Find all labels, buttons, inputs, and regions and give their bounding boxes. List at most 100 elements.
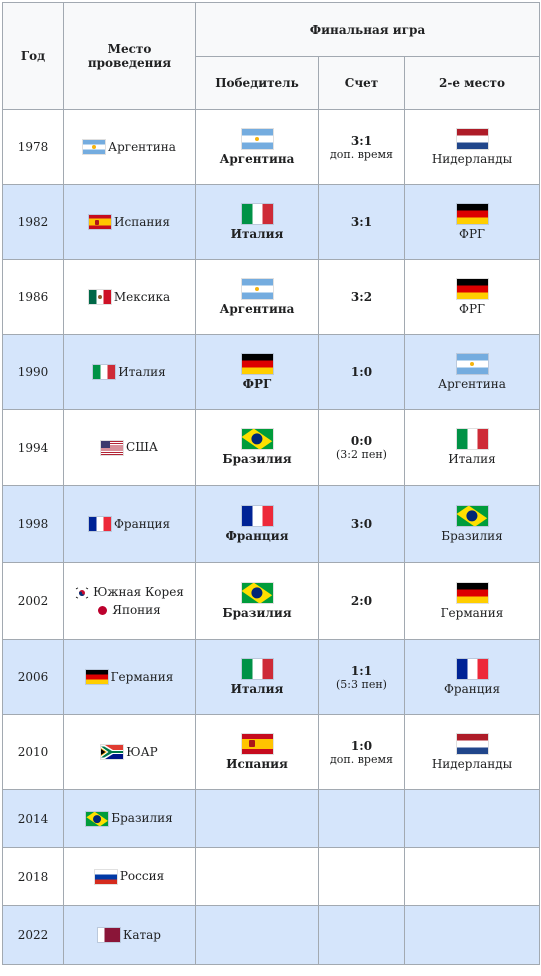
- host-cell: Франция: [63, 485, 196, 563]
- runner-link[interactable]: Италия: [448, 452, 496, 466]
- host-link[interactable]: Франция: [113, 516, 171, 531]
- table-row: 1994 США Бразилия 0:0 (3:2 пен) Италия: [2, 409, 540, 486]
- runner-cell: Нидерланды: [404, 109, 540, 185]
- table-row: 1986 Мексика Аргентина 3:2 ФРГ: [2, 259, 540, 335]
- argentina-flag-icon: [456, 353, 488, 374]
- winner-link[interactable]: Бразилия: [222, 605, 292, 620]
- host-link[interactable]: Южная Корея: [93, 585, 184, 599]
- runner-cell: [404, 847, 540, 906]
- spain-flag-icon: [241, 733, 273, 754]
- host-link[interactable]: Россия: [119, 869, 165, 884]
- score-value: 1:0: [350, 738, 373, 753]
- spain-flag-icon: [89, 215, 112, 230]
- host-link[interactable]: Аргентина: [108, 139, 176, 154]
- host-link[interactable]: Испания: [114, 214, 170, 229]
- runner-link[interactable]: Аргентина: [438, 376, 506, 391]
- score-note: доп. время: [330, 752, 393, 766]
- germany-flag-icon: [85, 670, 108, 685]
- table-row: 1998 Франция Франция 3:0 Бразилия: [2, 485, 540, 563]
- winner-link[interactable]: Испания: [226, 756, 288, 771]
- runner-link[interactable]: Нидерланды: [431, 151, 513, 166]
- host-link[interactable]: Катар: [123, 927, 161, 942]
- header-winner: Победитель: [195, 56, 319, 110]
- runner-link[interactable]: Бразилия: [441, 528, 503, 543]
- host-link[interactable]: Мексика: [113, 289, 171, 304]
- host-link[interactable]: Италия: [118, 364, 166, 379]
- host-link[interactable]: Германия: [110, 669, 174, 684]
- year-cell: 2014: [2, 789, 64, 848]
- header-second: 2-е место: [404, 56, 540, 110]
- score-note: доп. время: [330, 147, 393, 161]
- host-cell: Аргентина: [63, 109, 196, 185]
- usa-flag-icon: [101, 440, 124, 455]
- winner-link[interactable]: Аргентина: [219, 151, 295, 166]
- runner-link[interactable]: Нидерланды: [431, 756, 513, 771]
- year-cell: 2022: [2, 905, 64, 965]
- runner-cell: Нидерланды: [404, 714, 540, 790]
- score-value: 1:0: [350, 365, 373, 379]
- winner-cell: Италия: [195, 639, 319, 715]
- score-cell: 1:0 доп. время: [318, 714, 405, 790]
- runner-cell: ФРГ: [404, 259, 540, 335]
- year-cell: 1994: [2, 409, 64, 486]
- table-row: 2006 Германия Италия 1:1 (5:3 пен) Франци…: [2, 639, 540, 715]
- table-row: 2002 Южная Корея Япония Бразилия 2:0 Гер…: [2, 562, 540, 640]
- host-link[interactable]: США: [126, 440, 158, 455]
- winner-cell: Бразилия: [195, 409, 319, 486]
- score-value: 2:0: [350, 594, 373, 608]
- runner-link[interactable]: Германия: [440, 605, 504, 620]
- argentina-flag-icon: [83, 140, 106, 155]
- runner-cell: [404, 789, 540, 848]
- score-value: 3:1: [350, 133, 373, 148]
- host-cell: Россия: [63, 847, 196, 906]
- score-cell: [318, 789, 405, 848]
- host-cell: Испания: [63, 184, 196, 260]
- score-cell: 1:1 (5:3 пен): [318, 639, 405, 715]
- runner-cell: Италия: [404, 409, 540, 486]
- host-link[interactable]: Япония: [112, 603, 161, 617]
- winner-cell: [195, 847, 319, 906]
- table-row: 1982 Испания Италия 3:1 ФРГ: [2, 184, 540, 260]
- winner-cell: Испания: [195, 714, 319, 790]
- runner-link[interactable]: ФРГ: [459, 301, 485, 316]
- winner-link[interactable]: Бразилия: [222, 452, 292, 466]
- header-year: Год: [2, 2, 64, 110]
- winner-link[interactable]: Италия: [230, 681, 284, 696]
- netherlands-flag-icon: [456, 128, 488, 149]
- runner-link[interactable]: ФРГ: [459, 226, 485, 241]
- france-flag-icon: [88, 517, 111, 532]
- japan-flag-icon: [98, 606, 108, 615]
- mexico-flag-icon: [88, 290, 111, 305]
- south-korea-flag-icon: [75, 586, 90, 599]
- year-cell: 2006: [2, 639, 64, 715]
- winner-link[interactable]: ФРГ: [242, 376, 272, 391]
- winner-cell: Франция: [195, 485, 319, 563]
- runner-cell: ФРГ: [404, 184, 540, 260]
- host-link[interactable]: ЮАР: [126, 744, 158, 759]
- score-value: 0:0: [350, 434, 373, 448]
- winner-link[interactable]: Аргентина: [219, 301, 295, 316]
- germany-flag-icon: [456, 582, 488, 603]
- table-row: 2022 Катар: [2, 905, 540, 965]
- host-cell: Италия: [63, 334, 196, 410]
- winner-link[interactable]: Италия: [230, 226, 284, 241]
- host-korea: Южная Корея: [67, 585, 192, 599]
- runner-cell: Франция: [404, 639, 540, 715]
- year-cell: 1998: [2, 485, 64, 563]
- score-note: (5:3 пен): [336, 677, 387, 691]
- italy-flag-icon: [93, 365, 116, 380]
- russia-flag-icon: [94, 869, 117, 884]
- year-cell: 2018: [2, 847, 64, 906]
- runner-link[interactable]: Франция: [443, 681, 501, 696]
- host-cell: Мексика: [63, 259, 196, 335]
- france-flag-icon: [241, 505, 273, 526]
- header-score: Счет: [318, 56, 405, 110]
- host-cell: ЮАР: [63, 714, 196, 790]
- score-value: 3:1: [350, 215, 373, 229]
- header-final: Финальная игра: [195, 2, 540, 57]
- host-link[interactable]: Бразилия: [111, 811, 173, 826]
- brazil-flag-icon: [86, 811, 109, 826]
- italy-flag-icon: [241, 203, 273, 224]
- winner-link[interactable]: Франция: [225, 528, 289, 543]
